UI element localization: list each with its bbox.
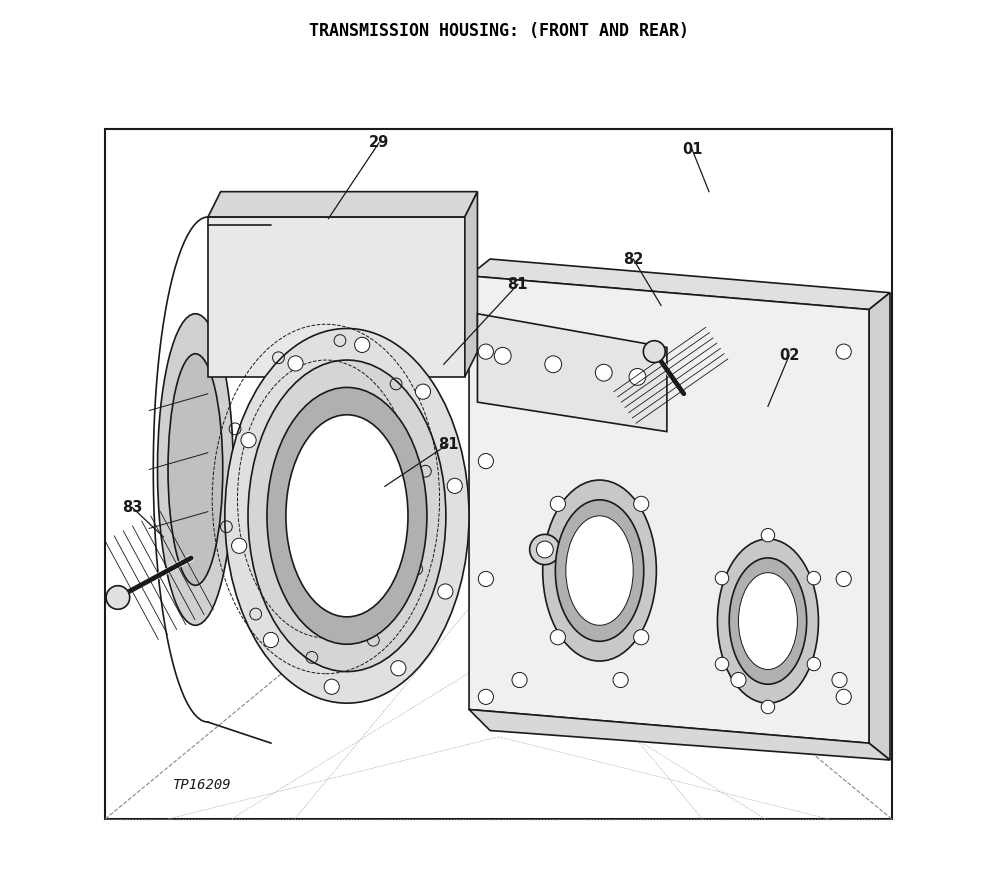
Circle shape bbox=[808, 571, 821, 584]
Ellipse shape bbox=[542, 480, 656, 661]
Circle shape bbox=[536, 541, 553, 558]
Circle shape bbox=[479, 571, 494, 586]
Circle shape bbox=[643, 340, 665, 363]
Polygon shape bbox=[469, 709, 890, 760]
Circle shape bbox=[416, 384, 431, 399]
Circle shape bbox=[106, 585, 130, 609]
Circle shape bbox=[761, 528, 775, 542]
Circle shape bbox=[448, 478, 463, 494]
Polygon shape bbox=[869, 292, 890, 760]
Ellipse shape bbox=[158, 314, 233, 625]
Circle shape bbox=[479, 690, 494, 705]
Circle shape bbox=[634, 496, 649, 511]
Polygon shape bbox=[469, 276, 869, 743]
Text: 29: 29 bbox=[369, 135, 389, 151]
Circle shape bbox=[438, 584, 453, 599]
Circle shape bbox=[731, 673, 746, 688]
Circle shape bbox=[529, 535, 560, 565]
Circle shape bbox=[241, 432, 256, 448]
Polygon shape bbox=[208, 192, 478, 217]
Circle shape bbox=[836, 690, 851, 705]
Circle shape bbox=[715, 658, 729, 671]
Circle shape bbox=[495, 347, 511, 364]
Polygon shape bbox=[208, 217, 465, 377]
Circle shape bbox=[391, 660, 406, 675]
Ellipse shape bbox=[555, 500, 644, 642]
Circle shape bbox=[634, 630, 649, 645]
Ellipse shape bbox=[739, 573, 798, 669]
Text: TRANSMISSION HOUSING: (FRONT AND REAR): TRANSMISSION HOUSING: (FRONT AND REAR) bbox=[308, 22, 689, 40]
Circle shape bbox=[288, 356, 303, 371]
Circle shape bbox=[550, 630, 565, 645]
Ellipse shape bbox=[729, 558, 807, 684]
Text: 02: 02 bbox=[779, 348, 800, 364]
Ellipse shape bbox=[267, 388, 427, 644]
Circle shape bbox=[836, 344, 851, 359]
Circle shape bbox=[836, 571, 851, 586]
Ellipse shape bbox=[566, 516, 633, 625]
Circle shape bbox=[512, 673, 527, 688]
Polygon shape bbox=[106, 128, 891, 819]
Circle shape bbox=[629, 369, 646, 385]
Polygon shape bbox=[478, 314, 667, 431]
Circle shape bbox=[761, 700, 775, 714]
Text: 01: 01 bbox=[682, 142, 703, 157]
Text: 82: 82 bbox=[623, 251, 643, 266]
Circle shape bbox=[355, 338, 370, 353]
Text: 81: 81 bbox=[438, 437, 459, 452]
Text: 81: 81 bbox=[507, 277, 528, 291]
Circle shape bbox=[479, 344, 494, 359]
Circle shape bbox=[231, 538, 246, 553]
Ellipse shape bbox=[286, 415, 408, 617]
Ellipse shape bbox=[225, 329, 469, 703]
Circle shape bbox=[831, 673, 847, 688]
Polygon shape bbox=[469, 259, 890, 309]
Circle shape bbox=[479, 454, 494, 469]
Ellipse shape bbox=[248, 360, 446, 672]
Ellipse shape bbox=[168, 354, 222, 585]
Circle shape bbox=[808, 658, 821, 671]
Text: TP16209: TP16209 bbox=[172, 778, 231, 792]
Circle shape bbox=[715, 571, 729, 584]
Polygon shape bbox=[465, 192, 478, 377]
Circle shape bbox=[613, 673, 628, 688]
Circle shape bbox=[550, 496, 565, 511]
Ellipse shape bbox=[718, 539, 819, 703]
Circle shape bbox=[595, 364, 612, 381]
Circle shape bbox=[544, 356, 561, 372]
Text: 83: 83 bbox=[122, 500, 143, 515]
Circle shape bbox=[263, 633, 278, 648]
Circle shape bbox=[324, 679, 339, 694]
